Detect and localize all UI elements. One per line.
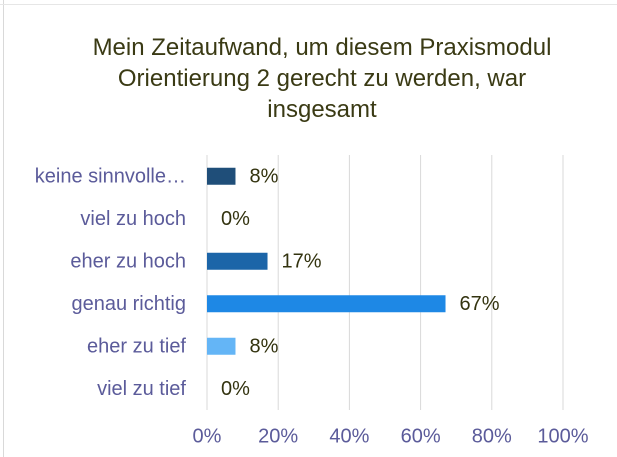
y-tick-label: genau richtig (71, 293, 186, 315)
bar (207, 167, 236, 185)
x-tick-label: 0% (193, 425, 222, 447)
value-label: 17% (282, 251, 322, 273)
y-tick-label: viel zu tief (97, 378, 186, 400)
value-label: 67% (460, 293, 500, 315)
x-tick-label: 80% (472, 425, 512, 447)
x-tick-label: 40% (329, 425, 369, 447)
x-tick-label: 100% (537, 425, 588, 447)
y-tick-label: viel zu hoch (80, 208, 186, 230)
value-label: 0% (221, 378, 250, 400)
bar (207, 295, 446, 313)
x-tick-label: 20% (258, 425, 298, 447)
y-tick-label: eher zu tief (87, 336, 186, 358)
value-label: 8% (249, 166, 278, 188)
bar (207, 252, 268, 270)
bar (207, 337, 236, 355)
chart-title: Mein Zeitaufwand, um diesem Praxismodul … (92, 34, 552, 123)
value-label: 8% (249, 336, 278, 358)
y-tick-label: keine sinnvolle… (35, 166, 186, 188)
y-tick-label: eher zu hoch (70, 251, 186, 273)
value-label: 0% (221, 208, 250, 230)
x-tick-label: 60% (401, 425, 441, 447)
